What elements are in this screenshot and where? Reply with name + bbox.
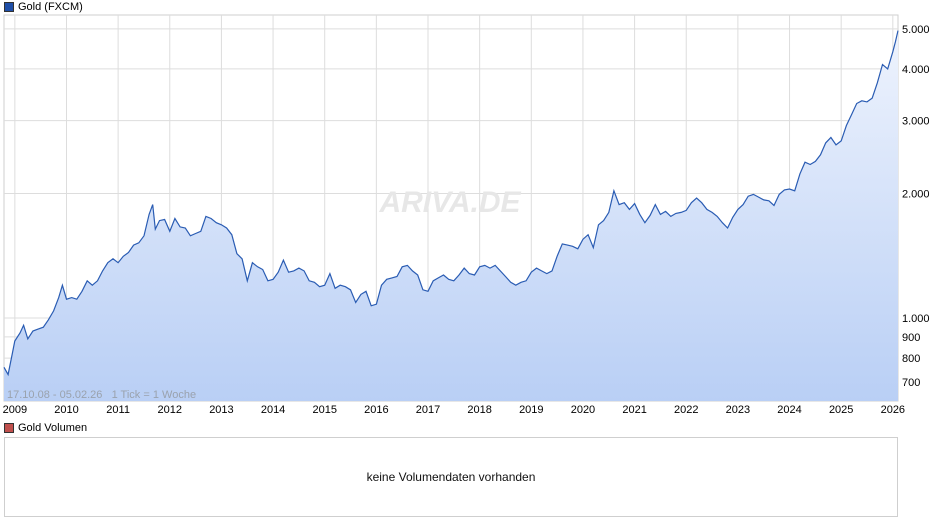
watermark: ARIVA.DE <box>378 186 521 219</box>
x-tick-label: 2019 <box>519 404 543 416</box>
volume-legend: Gold Volumen <box>4 422 87 434</box>
y-tick-label: 800 <box>902 353 920 365</box>
y-tick-label: 900 <box>902 332 920 344</box>
x-tick-label: 2011 <box>106 404 130 416</box>
volume-empty-message: keine Volumendaten vorhanden <box>366 470 536 484</box>
price-legend: Gold (FXCM) <box>4 1 83 13</box>
y-tick-label: 700 <box>902 377 920 389</box>
price-legend-swatch <box>4 2 14 12</box>
x-tick-label: 2013 <box>209 404 233 416</box>
x-tick-label: 2025 <box>829 404 853 416</box>
price-chart: ARIVA.DE 17.10.08 - 05.02.26 1 Tick = 1 … <box>3 14 930 416</box>
x-tick-label: 2020 <box>571 404 595 416</box>
x-tick-label: 2009 <box>3 404 27 416</box>
x-tick-label: 2017 <box>416 404 440 416</box>
x-tick-label: 2022 <box>674 404 698 416</box>
y-tick-label: 2.000 <box>902 188 930 200</box>
x-tick-label: 2016 <box>364 404 388 416</box>
y-tick-label: 1.000 <box>902 313 930 325</box>
x-tick-label: 2012 <box>158 404 182 416</box>
x-tick-label: 2015 <box>312 404 336 416</box>
volume-legend-swatch <box>4 423 14 433</box>
price-legend-label: Gold (FXCM) <box>18 1 83 13</box>
series-area <box>4 30 898 401</box>
y-tick-label: 3.000 <box>902 116 930 128</box>
volume-legend-label: Gold Volumen <box>18 422 88 434</box>
x-tick-label: 2023 <box>726 404 750 416</box>
x-tick-label: 2024 <box>777 404 801 416</box>
volume-panel: keine Volumendaten vorhanden <box>4 437 898 517</box>
y-tick-label: 5.000 <box>902 24 930 36</box>
x-tick-label: 2010 <box>54 404 78 416</box>
series-line <box>3 30 899 377</box>
y-tick-label: 4.000 <box>902 64 930 76</box>
x-tick-label: 2021 <box>622 404 646 416</box>
x-tick-label: 2014 <box>261 404 285 416</box>
x-tick-label: 2018 <box>467 404 491 416</box>
range-info: 17.10.08 - 05.02.26 1 Tick = 1 Woche <box>7 389 196 401</box>
x-tick-label: 2026 <box>881 404 905 416</box>
